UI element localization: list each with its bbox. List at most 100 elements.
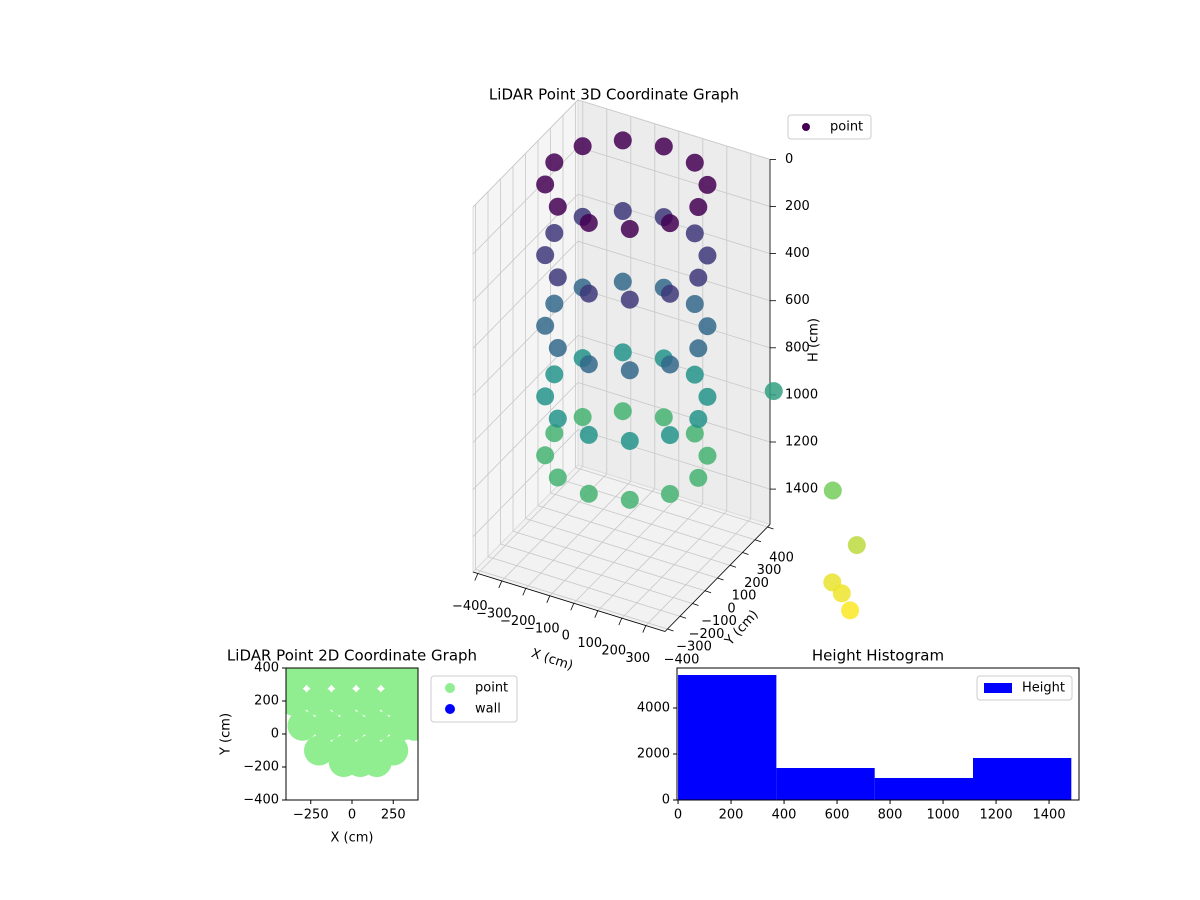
x-tick-label: −100 bbox=[524, 621, 560, 636]
x-tick-label: 200 bbox=[601, 644, 626, 659]
point bbox=[685, 294, 704, 313]
y-tick bbox=[717, 577, 724, 581]
x-tick-label: −300 bbox=[476, 606, 512, 621]
point bbox=[613, 131, 632, 150]
axis-y bbox=[664, 524, 771, 632]
legend-marker bbox=[802, 123, 810, 131]
legend-label: wall bbox=[475, 702, 501, 717]
point bbox=[689, 268, 708, 287]
point bbox=[579, 284, 598, 303]
point bbox=[545, 365, 564, 384]
bar bbox=[973, 758, 1072, 800]
y-tick-label: −200 bbox=[243, 760, 279, 775]
point bbox=[545, 153, 564, 172]
point bbox=[337, 710, 367, 741]
point bbox=[287, 710, 318, 741]
z-tick-label: 1400 bbox=[785, 482, 818, 497]
z-tick-label: 600 bbox=[785, 293, 810, 308]
point bbox=[841, 601, 860, 620]
point bbox=[689, 468, 708, 487]
point bbox=[698, 387, 717, 406]
x-tick-label: 1200 bbox=[980, 808, 1013, 823]
z-tick-label: 0 bbox=[785, 152, 793, 167]
point bbox=[312, 710, 343, 741]
point bbox=[536, 246, 555, 265]
z-tick-label: 1000 bbox=[785, 387, 818, 402]
y-tick-label: 200 bbox=[254, 694, 279, 709]
point bbox=[548, 268, 567, 287]
point bbox=[698, 317, 717, 336]
y-tick bbox=[742, 552, 749, 555]
x-tick-label: 0 bbox=[562, 629, 570, 644]
chart-title: Height Histogram bbox=[812, 647, 944, 665]
y-tick bbox=[704, 590, 712, 594]
grid-line bbox=[475, 569, 668, 630]
x-tick-label: 0 bbox=[348, 808, 356, 823]
z-tick-label: 1200 bbox=[785, 435, 818, 450]
point bbox=[286, 686, 310, 716]
z-tick-label: 800 bbox=[785, 340, 810, 355]
legend-marker bbox=[445, 683, 455, 693]
point bbox=[328, 686, 359, 716]
legend-label: Height bbox=[1022, 681, 1065, 696]
point bbox=[660, 284, 679, 303]
x-tick-label: 600 bbox=[825, 808, 850, 823]
point bbox=[660, 426, 679, 445]
grid-line bbox=[577, 99, 771, 160]
x-tick-label: 200 bbox=[719, 808, 744, 823]
grid-line bbox=[500, 543, 693, 604]
x-tick bbox=[642, 625, 647, 633]
point bbox=[536, 446, 555, 465]
axis-x bbox=[472, 571, 666, 632]
point bbox=[548, 338, 567, 357]
point bbox=[698, 175, 717, 194]
point bbox=[353, 686, 384, 716]
x-tick bbox=[594, 610, 599, 618]
x-tick bbox=[498, 580, 503, 589]
z-tick-label: 200 bbox=[785, 199, 810, 214]
x-tick bbox=[570, 603, 575, 611]
point bbox=[689, 339, 708, 358]
y-tick-label: 400 bbox=[769, 550, 794, 565]
x-tick-label: 1400 bbox=[1033, 808, 1066, 823]
grid-line bbox=[472, 382, 579, 490]
x-tick-label: 100 bbox=[577, 636, 602, 651]
point bbox=[660, 484, 679, 503]
grid-line bbox=[472, 99, 579, 208]
point bbox=[620, 361, 639, 380]
grid-line bbox=[577, 240, 771, 302]
point bbox=[654, 408, 673, 427]
y-tick-label: −400 bbox=[243, 793, 279, 808]
point bbox=[660, 214, 679, 233]
grid-line bbox=[537, 505, 731, 566]
point bbox=[764, 382, 783, 401]
y-tick bbox=[767, 526, 774, 530]
x-axis-label: X (cm) bbox=[331, 831, 374, 846]
point bbox=[394, 686, 418, 716]
legend-swatch bbox=[984, 683, 1012, 693]
point bbox=[579, 213, 598, 232]
x-axis-label: X (cm) bbox=[529, 646, 575, 674]
point bbox=[689, 198, 708, 217]
x-tick-label: 400 bbox=[772, 808, 797, 823]
y-tick-label: 100 bbox=[732, 589, 757, 604]
point bbox=[823, 481, 842, 500]
point bbox=[536, 387, 555, 406]
x-tick bbox=[618, 617, 623, 626]
y-tick bbox=[667, 628, 674, 632]
point bbox=[689, 409, 708, 428]
point bbox=[361, 747, 392, 778]
y-axis-label: Y (cm) bbox=[219, 713, 234, 756]
legend-marker bbox=[445, 704, 455, 714]
point bbox=[613, 202, 632, 221]
point bbox=[654, 137, 673, 156]
legend-box bbox=[976, 675, 1073, 701]
point bbox=[620, 220, 639, 239]
point bbox=[545, 224, 564, 243]
y-tick bbox=[679, 615, 687, 619]
x-tick-label: −400 bbox=[452, 599, 488, 614]
x-tick bbox=[474, 573, 479, 581]
grid-line bbox=[472, 429, 579, 537]
point bbox=[394, 668, 418, 692]
y-tick-label: 4000 bbox=[637, 700, 670, 715]
